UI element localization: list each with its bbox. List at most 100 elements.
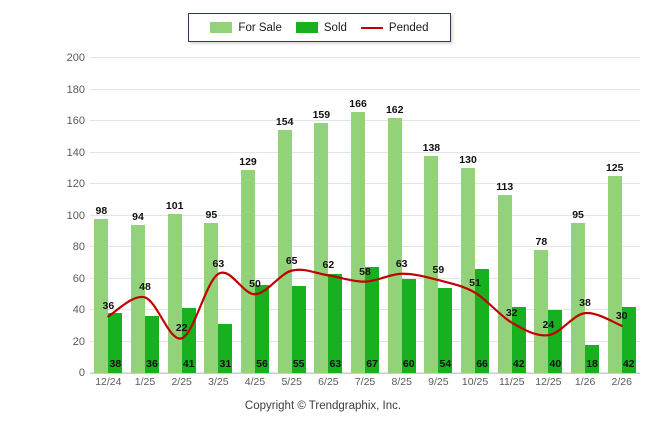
bar-sold[interactable]: 54 [438, 287, 453, 373]
legend-entry-pended[interactable]: Pended [360, 21, 429, 34]
bar-value-label-for-sale: 162 [385, 103, 404, 116]
bar-for-sale[interactable]: 94 [131, 211, 145, 373]
bar-group: 129 56 [237, 58, 274, 373]
x-axis-tick-label: 7/25 [354, 376, 376, 388]
bar-value-label-for-sale: 129 [239, 155, 257, 168]
bar-groups: 98 38 94 36 101 41 95 31 129 56 154 55 159 63 166 67 162… [90, 58, 640, 373]
x-axis-tick-label: 4/25 [244, 376, 266, 388]
bar-value-label-sold: 40 [549, 358, 562, 370]
bar-group: 125 42 [603, 58, 640, 373]
bar-sold[interactable]: 66 [475, 269, 490, 373]
gridline: 200 [67, 52, 640, 64]
square-swatch-icon [210, 22, 233, 33]
bar-for-sale[interactable]: 113 [496, 181, 513, 373]
y-axis-tick-label: 180 [66, 83, 85, 96]
x-axis-tick-label: 12/24 [95, 376, 122, 388]
bar-for-sale[interactable]: 130 [459, 154, 477, 373]
bar-sold[interactable]: 63 [328, 273, 343, 373]
bar-group: 95 18 [567, 58, 604, 373]
bar-group: 162 60 [383, 58, 420, 373]
bar-for-sale[interactable]: 154 [276, 116, 293, 373]
bar-for-sale[interactable]: 166 [349, 98, 367, 373]
bar-value-label-for-sale: 159 [312, 108, 331, 121]
bar-sold[interactable]: 31 [218, 324, 233, 373]
bar-value-label-sold: 54 [439, 358, 452, 370]
bar-value-label-for-sale: 154 [275, 116, 294, 129]
bar-sold[interactable]: 38 [108, 313, 123, 373]
bar-value-label-for-sale: 101 [165, 199, 184, 212]
bar-value-label-sold: 31 [219, 358, 232, 370]
bar-value-label-sold: 63 [329, 358, 342, 370]
bar-value-label-for-sale: 138 [422, 141, 441, 154]
bar-for-sale[interactable]: 95 [571, 209, 586, 373]
bar-value-label-sold: 36 [146, 358, 158, 370]
bar-for-sale[interactable]: 138 [423, 142, 440, 373]
square-swatch-icon [295, 22, 318, 33]
bar-for-sale[interactable]: 78 [534, 236, 549, 373]
bar-for-sale[interactable]: 101 [166, 200, 183, 373]
legend-label: Sold [323, 21, 347, 34]
x-axis-tick-label: 12/25 [535, 376, 562, 388]
bar-group: 94 36 [127, 58, 164, 373]
bar-group: 130 66 [457, 58, 494, 373]
bar-sold[interactable]: 40 [548, 310, 563, 373]
bar-group: 101 41 [163, 58, 200, 373]
bar-sold[interactable]: 36 [145, 316, 159, 373]
x-axis-tick-label: 6/25 [318, 376, 339, 388]
bar-sold[interactable]: 42 [621, 306, 636, 373]
x-axis-tick-label: 1/26 [574, 376, 596, 388]
bar-sold[interactable]: 41 [181, 308, 196, 373]
y-axis-tick-label: 40 [72, 304, 85, 316]
bar-for-sale[interactable]: 162 [386, 104, 403, 373]
bar-group: 154 55 [273, 58, 310, 373]
legend-entry-for-sale[interactable]: For Sale [210, 21, 282, 34]
bar-value-label-sold: 66 [476, 358, 488, 370]
bar-group: 166 67 [347, 58, 384, 373]
y-axis-tick-label: 100 [66, 209, 85, 222]
legend-label: Pended [388, 21, 429, 34]
bar-sold[interactable]: 60 [401, 278, 416, 373]
bar-value-label-sold: 41 [182, 358, 195, 370]
bar-sold[interactable]: 18 [585, 344, 600, 373]
bar-sold[interactable]: 42 [511, 306, 526, 373]
bar-group: 113 42 [493, 58, 530, 373]
bar-for-sale[interactable]: 95 [204, 209, 219, 373]
x-axis-tick-label: 3/25 [208, 376, 229, 388]
x-axis-tick-label: 5/25 [281, 376, 302, 388]
x-axis-tick-label: 11/25 [498, 376, 525, 388]
bar-sold[interactable]: 56 [255, 284, 270, 373]
legend-entry-sold[interactable]: Sold [295, 21, 347, 34]
bar-sold[interactable]: 67 [365, 267, 380, 373]
bar-for-sale[interactable]: 159 [313, 109, 330, 373]
x-axis-tick-labels: 12/24 1/25 2/25 3/25 4/25 5/25 6/25 7/25 8/25 9/2… [90, 376, 640, 394]
x-axis-tick-label: 10/25 [461, 376, 489, 388]
y-axis-tick-label: 20 [72, 335, 85, 348]
bar-sold[interactable]: 55 [291, 286, 306, 373]
bar-value-label-for-sale: 94 [132, 210, 144, 223]
bar-value-label-for-sale: 78 [535, 236, 548, 249]
gridline: 180 [67, 84, 640, 96]
legend-label: For Sale [238, 21, 282, 34]
bar-value-label-sold: 60 [402, 358, 415, 370]
y-axis-tick-label: 140 [66, 146, 85, 159]
y-axis-tick-label: 200 [66, 52, 85, 64]
y-axis-tick-label: 60 [72, 272, 85, 285]
x-axis-tick-label: 1/25 [134, 376, 156, 388]
bar-group: 138 54 [420, 58, 457, 373]
bar-for-sale[interactable]: 129 [239, 156, 257, 373]
bar-group: 159 63 [310, 58, 347, 373]
bar-for-sale[interactable]: 98 [94, 205, 109, 373]
bar-group: 98 38 [90, 58, 127, 373]
chart-plot-area: 0 20 40 60 80 100 120 140 160 180 200 98 38 94 36 101 4… [67, 52, 640, 379]
bar-value-label-for-sale: 130 [459, 154, 477, 167]
bar-group: 78 40 [530, 58, 567, 373]
y-axis-title: Number of Homes [22, 0, 44, 434]
bar-value-label-for-sale: 98 [95, 204, 108, 217]
bar-for-sale[interactable]: 125 [606, 162, 624, 373]
bar-value-label-for-sale: 95 [205, 209, 218, 222]
y-axis-tick-label: 0 [78, 367, 85, 379]
bar-value-label-sold: 67 [366, 358, 378, 370]
bar-value-label-sold: 18 [586, 358, 598, 370]
copyright-footer: Copyright © Trendgraphix, Inc. [244, 400, 402, 412]
line-swatch-icon [360, 26, 383, 29]
